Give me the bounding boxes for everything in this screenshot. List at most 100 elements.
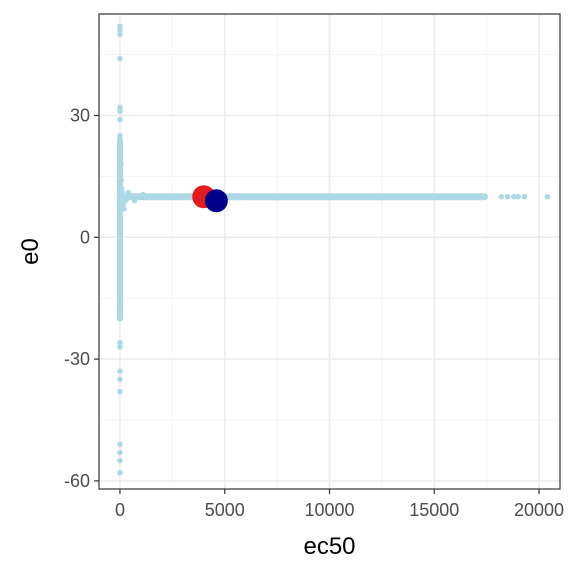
x-tick-label: 0 [115,500,125,520]
data-point [117,31,123,38]
data-point [117,206,123,212]
data-point [337,193,343,200]
data-point [136,193,142,200]
data-point [441,193,448,200]
data-point [253,193,259,200]
highlight-point [204,189,228,213]
data-point [117,258,123,265]
data-point [544,193,551,200]
data-point [316,193,322,200]
data-point [117,218,123,224]
data-point [358,193,364,200]
data-point [117,214,123,220]
highlight-points [192,185,228,213]
data-point [117,368,123,375]
x-tick-label: 20000 [514,500,564,520]
data-point [326,193,333,200]
data-point [117,242,123,249]
data-point [117,315,123,322]
data-point [521,193,528,200]
data-point [121,206,127,212]
data-point [148,193,155,200]
data-point [173,193,180,200]
data-point [118,185,125,192]
y-axis-title: e0 [17,238,44,265]
data-point [144,193,150,200]
data-point [379,193,385,200]
data-point [263,193,270,200]
y-tick-label: -60 [64,471,90,491]
data-point [117,388,123,395]
data-point [117,108,123,115]
data-point [420,193,427,200]
data-point [295,193,301,200]
data-point [117,27,123,34]
data-point [118,161,124,168]
x-axis-title: ec50 [303,533,355,560]
data-point [515,193,521,200]
data-point [389,193,396,200]
data-point [117,307,123,314]
x-tick-label: 15000 [409,500,459,520]
data-point [452,193,459,200]
data-point [232,193,239,200]
data-point [117,291,123,297]
x-tick-label: 10000 [304,500,354,520]
data-point [498,193,505,200]
data-point [481,193,488,200]
data-point [117,145,123,151]
data-point [118,177,125,184]
data-point [117,287,123,293]
y-tick-label: -30 [64,349,90,369]
data-point [117,116,123,123]
data-point [117,55,123,62]
data-point [431,193,438,200]
data-point [117,449,123,456]
data-point [284,193,291,200]
x-tick-label: 5000 [205,500,245,520]
y-tick-label: 0 [80,227,90,247]
data-point [117,132,123,139]
data-point [117,441,123,448]
data-point [117,275,123,281]
data-point [511,193,517,200]
data-point [180,193,186,200]
data-point [305,193,312,200]
y-tick-label: 30 [70,105,90,125]
data-point [473,193,479,200]
data-point [410,193,417,200]
data-point [161,193,167,200]
data-point [117,104,123,111]
data-point [131,197,138,204]
data-point [117,376,123,383]
data-point [117,250,123,257]
data-point [117,469,123,476]
data-point [123,195,130,202]
data-point [117,23,123,29]
data-point [119,189,125,196]
data-point [117,299,123,306]
data-point [154,193,161,200]
data-point [347,193,354,200]
grid-lines [99,14,560,489]
data-point [462,193,469,200]
data-point [117,226,123,232]
data-point [117,197,123,204]
data-point [117,230,123,237]
data-point [167,193,174,200]
data-point [127,193,134,200]
data-point [186,193,192,200]
data-point [274,193,280,200]
data-point [140,191,146,198]
data-point [400,193,406,200]
data-point [117,344,123,350]
data-point [117,457,123,464]
data-point [368,193,375,200]
data-point [117,222,123,228]
x-axis: 0 5000 10000 15000 20000 [115,489,564,520]
data-point [117,340,123,346]
y-axis: -60 -30 0 30 [64,105,99,491]
data-point [242,193,249,200]
